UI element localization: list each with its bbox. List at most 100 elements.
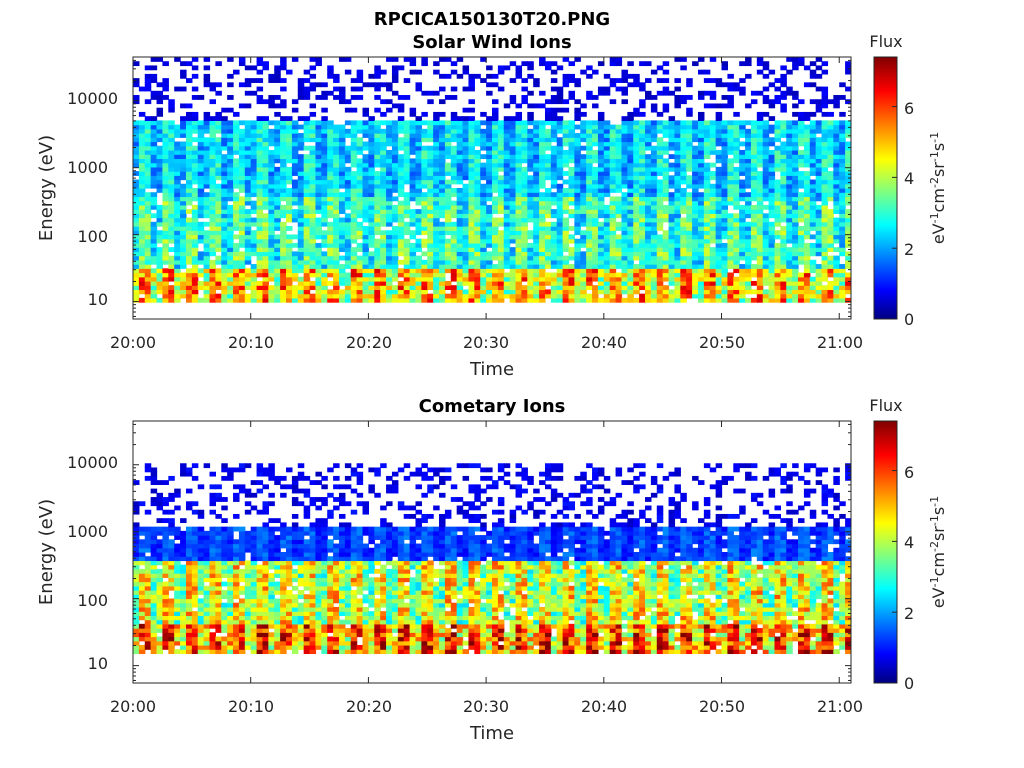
heatmap-cell	[486, 149, 493, 155]
heatmap-cell	[774, 196, 781, 202]
heatmap-cell	[221, 196, 228, 202]
heatmap-cell	[521, 86, 528, 92]
heatmap-cell	[380, 69, 387, 75]
heatmap-cell	[515, 242, 523, 248]
heatmap-cell	[603, 276, 611, 282]
heatmap-cell	[338, 192, 346, 198]
heatmap-cell	[268, 226, 275, 231]
heatmap-cell	[174, 204, 181, 210]
heatmap-cell	[244, 200, 252, 206]
heatmap-cell	[656, 188, 664, 193]
heatmap-cell	[156, 276, 164, 282]
heatmap-cell	[550, 289, 558, 295]
heatmap-cell	[333, 242, 340, 248]
heatmap-cell	[527, 259, 534, 265]
heatmap-cell	[227, 217, 234, 223]
heatmap-cell	[603, 175, 611, 181]
heatmap-cell	[639, 137, 646, 143]
heatmap-cell	[315, 217, 322, 223]
heatmap-cell	[756, 141, 764, 147]
heatmap-cell	[697, 124, 705, 130]
heatmap-cell	[762, 120, 770, 126]
heatmap-cell	[197, 285, 205, 291]
heatmap-cell	[374, 192, 381, 198]
heatmap-cell	[444, 137, 452, 143]
heatmap-cell	[215, 166, 222, 172]
heatmap-cell	[291, 99, 299, 105]
heatmap-cell	[162, 280, 169, 286]
heatmap-cell	[780, 65, 787, 71]
heatmap-cell	[421, 158, 428, 164]
heatmap-cell	[362, 128, 370, 134]
heatmap-cell	[297, 268, 305, 274]
heatmap-cell	[692, 264, 699, 269]
heatmap-cell	[556, 280, 564, 286]
heatmap-cell	[380, 285, 387, 291]
heatmap-cell	[668, 255, 676, 261]
heatmap-cell	[645, 268, 652, 274]
heatmap-cell	[450, 61, 458, 67]
heatmap-cell	[303, 217, 311, 223]
heatmap-cell	[756, 128, 764, 134]
heatmap-cell	[733, 268, 740, 274]
heatmap-cell	[756, 179, 764, 185]
heatmap-cell	[480, 230, 487, 236]
heatmap-cell	[703, 196, 711, 202]
heatmap-cell	[486, 192, 493, 198]
heatmap-cell	[462, 238, 470, 244]
heatmap-cell	[433, 111, 440, 117]
heatmap-cell	[380, 280, 387, 286]
heatmap-cell	[709, 204, 717, 210]
heatmap-cell	[250, 175, 258, 181]
heatmap-cell	[527, 200, 534, 206]
heatmap-cell	[533, 171, 540, 176]
heatmap-cell	[150, 73, 158, 79]
heatmap-cell	[609, 280, 617, 286]
heatmap-cell	[174, 289, 181, 295]
heatmap-cell	[527, 280, 534, 286]
heatmap-cell	[380, 213, 387, 219]
heatmap-cell	[315, 162, 322, 168]
heatmap-cell	[150, 179, 158, 185]
heatmap-cell	[421, 200, 428, 206]
heatmap-cell	[627, 209, 634, 214]
heatmap-cell	[209, 82, 216, 88]
heatmap-cell	[739, 183, 746, 189]
heatmap-cell	[144, 234, 152, 240]
heatmap-cell	[268, 158, 275, 164]
heatmap-cell	[780, 120, 787, 126]
heatmap-cell	[291, 120, 299, 126]
heatmap-cell	[133, 196, 140, 202]
heatmap-cell	[633, 242, 640, 248]
heatmap-cell	[221, 128, 228, 134]
heatmap-cell	[639, 133, 646, 138]
heatmap-cell	[703, 175, 711, 181]
heatmap-cell	[427, 226, 434, 231]
heatmap-cell	[433, 238, 440, 244]
heatmap-cell	[539, 285, 546, 291]
heatmap-cell	[474, 285, 481, 291]
heatmap-cell	[533, 217, 540, 223]
heatmap-cell	[344, 238, 352, 244]
heatmap-cell	[244, 247, 252, 252]
heatmap-cell	[550, 179, 558, 185]
heatmap-cell	[521, 242, 528, 248]
heatmap-cell	[168, 234, 175, 240]
heatmap-cell	[615, 280, 623, 286]
heatmap-cell	[368, 209, 375, 214]
heatmap-cell	[486, 276, 493, 282]
heatmap-cell	[250, 145, 258, 151]
heatmap-cell	[497, 234, 505, 240]
heatmap-cell	[433, 128, 440, 134]
heatmap-cell	[374, 141, 381, 147]
heatmap-cell	[745, 57, 752, 62]
heatmap-cell	[374, 196, 381, 202]
heatmap-cell	[309, 86, 317, 92]
heatmap-cell	[674, 171, 681, 176]
heatmap-cell	[756, 251, 764, 257]
heatmap-cell	[656, 204, 664, 210]
heatmap-cell	[427, 238, 434, 244]
heatmap-cell	[191, 188, 199, 193]
heatmap-cell	[574, 124, 581, 130]
heatmap-cell	[150, 285, 158, 291]
